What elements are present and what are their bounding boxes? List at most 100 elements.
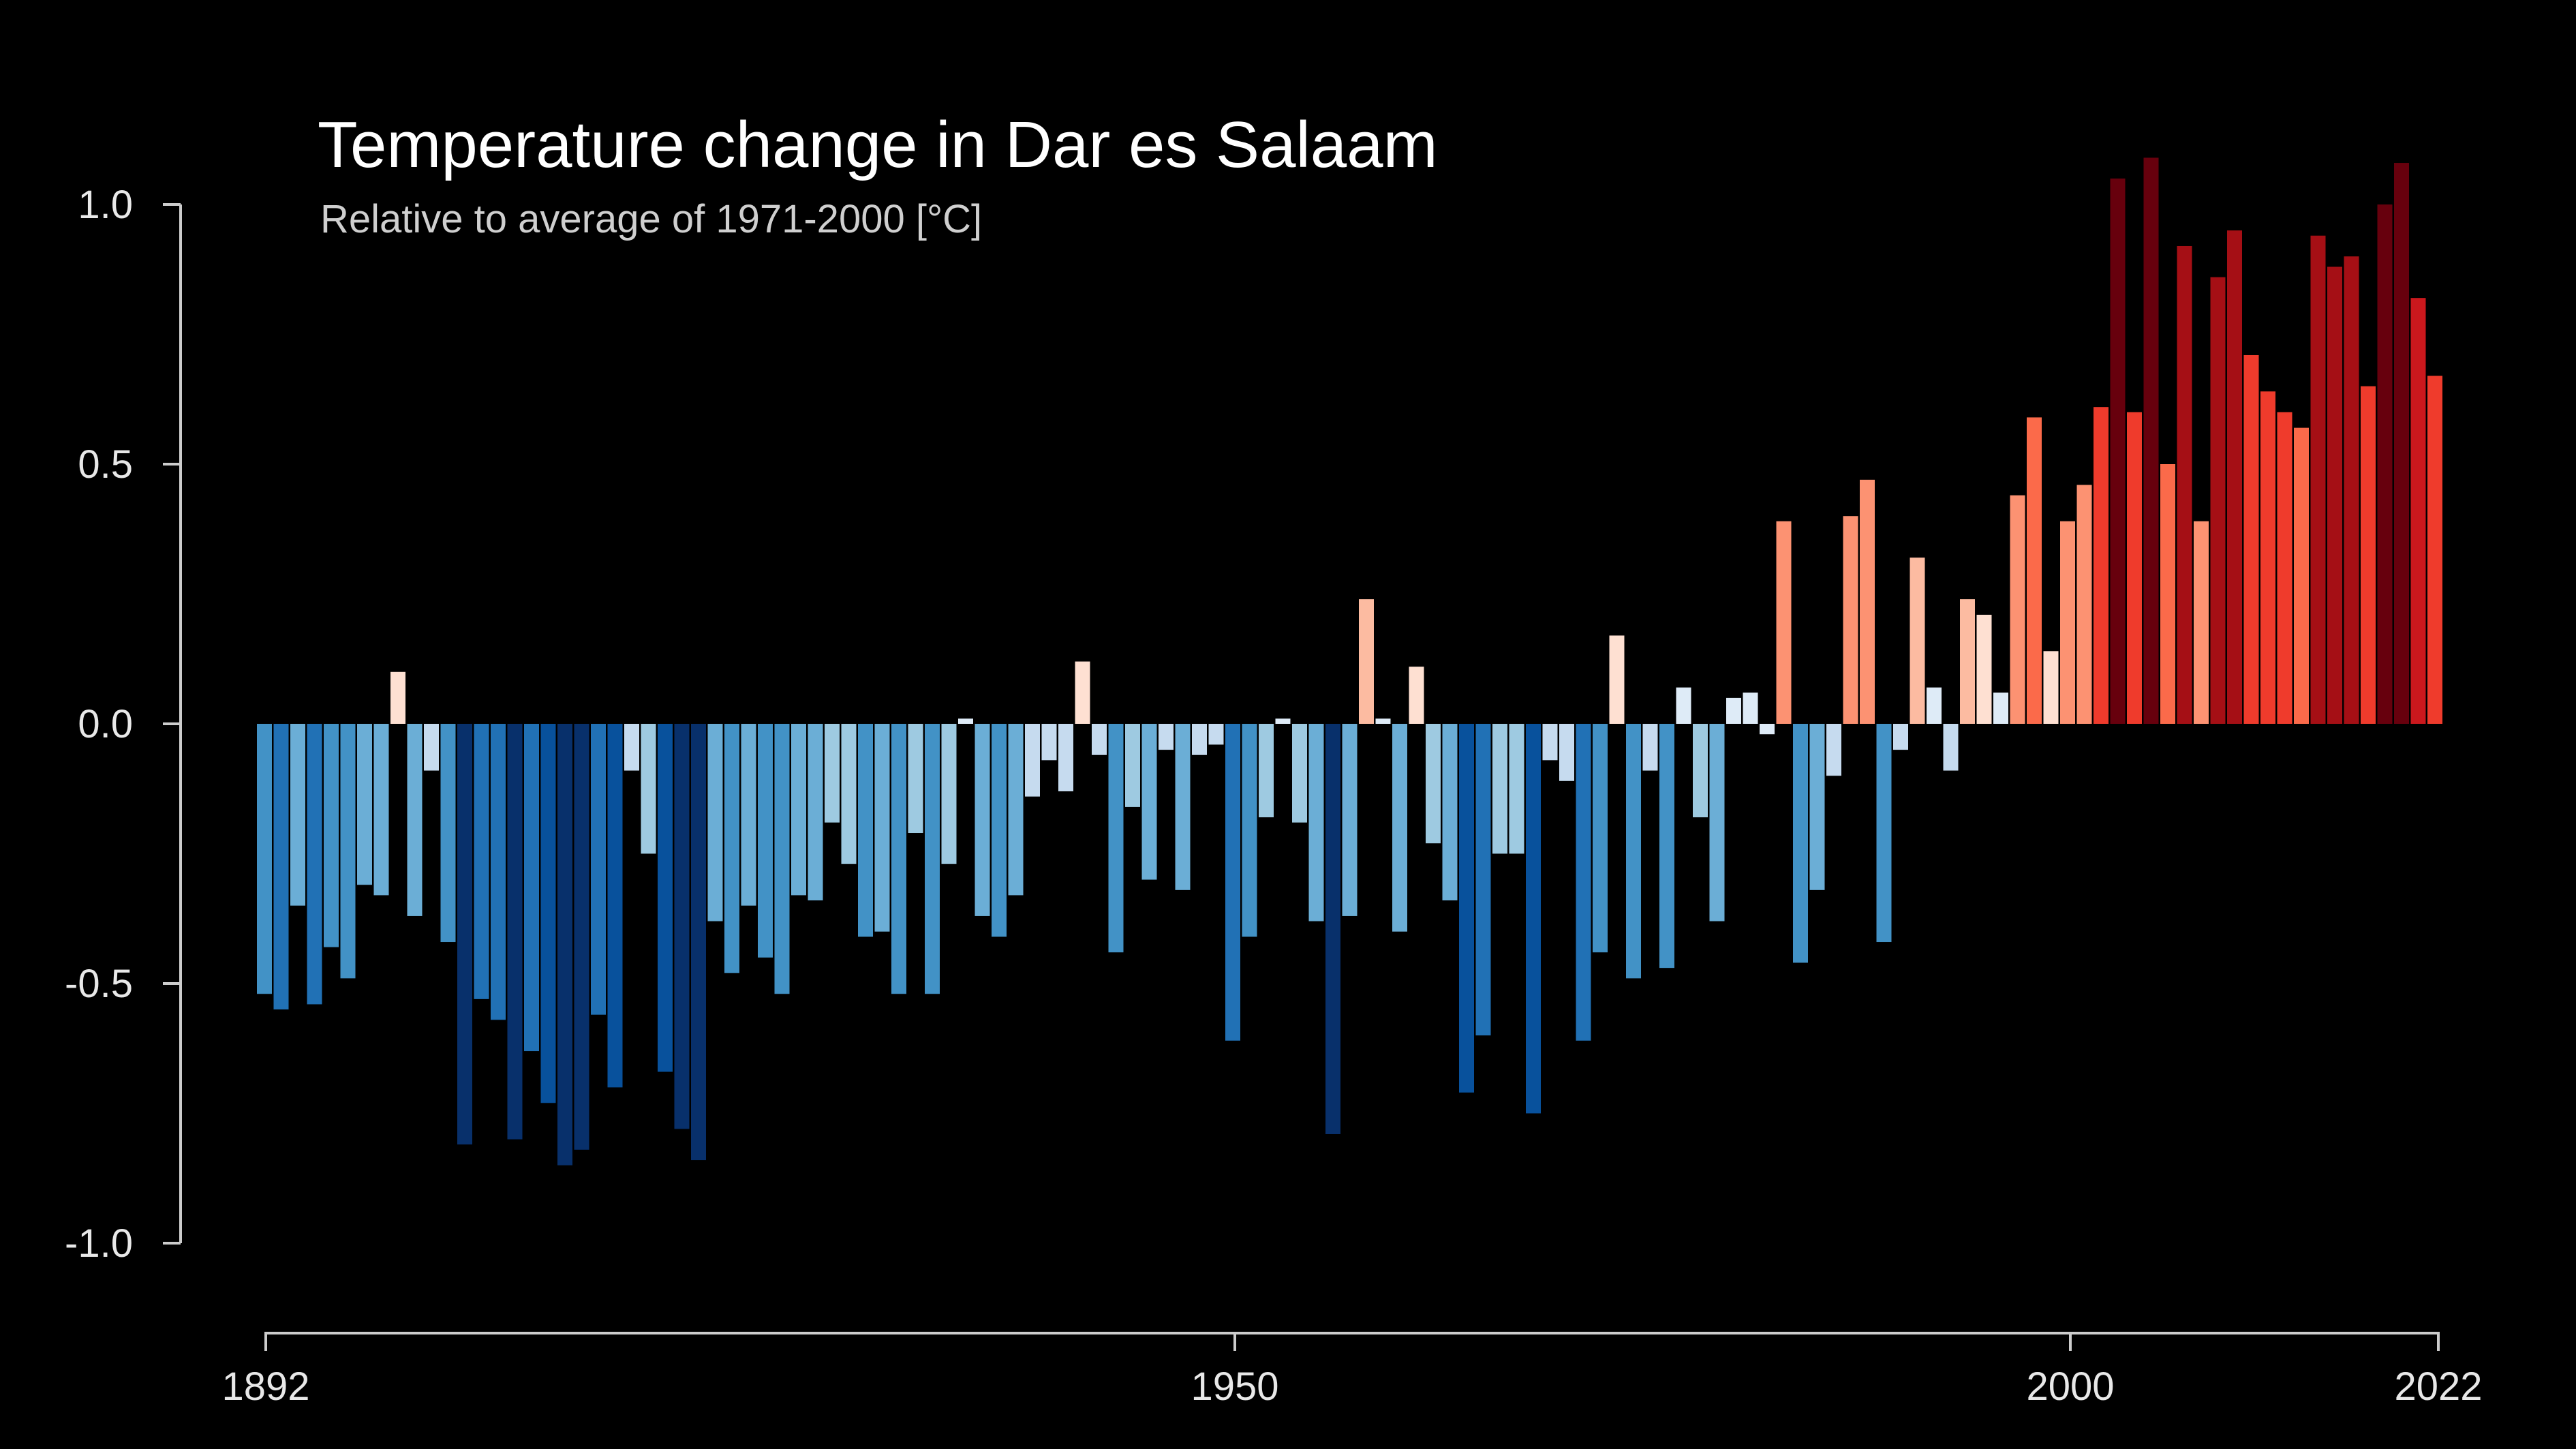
- bar-1990: [1893, 724, 1908, 750]
- bar-1894: [290, 724, 305, 906]
- bar-1939: [1041, 724, 1057, 761]
- bar-2004: [2127, 412, 2142, 724]
- bar-2000: [2060, 521, 2075, 724]
- y-tick-label: 1.0: [78, 183, 133, 227]
- bar-1960: [1392, 724, 1407, 932]
- bar-1919: [707, 724, 723, 921]
- bar-1971: [1576, 724, 1591, 1041]
- bar-1975: [1642, 724, 1658, 771]
- bar-1931: [908, 724, 923, 834]
- chart-subtitle: Relative to average of 1971-2000 [°C]: [320, 197, 983, 241]
- y-tick-label: 0.5: [78, 442, 133, 487]
- bar-1938: [1025, 724, 1040, 797]
- bar-2011: [2243, 354, 2259, 724]
- bar-1992: [1927, 687, 1942, 724]
- bar-1962: [1426, 724, 1441, 844]
- bar-2003: [2110, 178, 2126, 724]
- bar-1999: [2043, 651, 2059, 724]
- bar-1998: [2027, 417, 2042, 724]
- y-axis: 1.0 0.5 0.0 -0.5 -1.0: [65, 183, 182, 1266]
- bar-1892: [257, 724, 272, 994]
- bar-1908: [524, 724, 539, 1052]
- bar-1984: [1793, 724, 1808, 963]
- x-tick-label: 1892: [221, 1364, 309, 1409]
- y-tick-label: -1.0: [65, 1221, 133, 1266]
- bar-1977: [1676, 687, 1691, 724]
- bar-1964: [1459, 724, 1474, 1093]
- bar-1902: [424, 724, 439, 771]
- bar-1957: [1342, 724, 1358, 916]
- chart-title: Temperature change in Dar es Salaam: [318, 108, 1438, 181]
- bar-1897: [340, 724, 356, 979]
- bar-1958: [1359, 599, 1374, 724]
- bar-1978: [1693, 724, 1708, 818]
- bar-1922: [758, 724, 773, 958]
- bar-1968: [1526, 724, 1541, 1114]
- bar-1917: [674, 724, 690, 1129]
- bar-1910: [557, 724, 572, 1165]
- bar-1899: [373, 724, 389, 896]
- x-axis: 1892 1950 2000 2022: [221, 1332, 2483, 1409]
- bar-1926: [825, 724, 840, 823]
- bar-1916: [658, 724, 673, 1072]
- bar-1940: [1058, 724, 1073, 792]
- bar-1898: [357, 724, 372, 885]
- bar-1969: [1542, 724, 1558, 761]
- bar-1954: [1292, 724, 1307, 823]
- bar-1935: [975, 724, 990, 916]
- bar-2001: [2076, 485, 2092, 724]
- bar-2005: [2143, 157, 2159, 724]
- bar-1953: [1275, 718, 1291, 724]
- bar-1927: [841, 724, 857, 864]
- bar-1912: [591, 724, 606, 1015]
- bar-1901: [407, 724, 423, 916]
- bar-1905: [474, 724, 489, 999]
- bar-1947: [1175, 724, 1191, 890]
- bar-1988: [1860, 479, 1875, 724]
- y-tick-label: -0.5: [65, 962, 133, 1006]
- bar-1991: [1910, 558, 1925, 724]
- bar-1950: [1225, 724, 1240, 1041]
- bar-1981: [1743, 692, 1758, 724]
- bar-1900: [390, 671, 405, 724]
- bar-1921: [741, 724, 756, 906]
- bar-1994: [1960, 599, 1975, 724]
- bar-1987: [1843, 516, 1858, 724]
- bar-2014: [2294, 427, 2309, 724]
- bar-1949: [1208, 724, 1224, 745]
- bar-2019: [2377, 204, 2393, 724]
- y-tick-label: 0.0: [78, 702, 133, 746]
- bar-1979: [1709, 724, 1725, 921]
- bar-1904: [457, 724, 472, 1145]
- bar-1929: [874, 724, 890, 932]
- bar-1986: [1826, 724, 1841, 776]
- bar-1923: [774, 724, 790, 994]
- bar-1956: [1325, 724, 1340, 1134]
- bar-1909: [540, 724, 556, 1103]
- bar-1895: [307, 724, 322, 1005]
- bar-2009: [2210, 277, 2226, 724]
- bar-1982: [1760, 724, 1775, 735]
- bar-1928: [858, 724, 873, 937]
- bar-2015: [2310, 235, 2326, 724]
- bar-1980: [1726, 697, 1741, 724]
- bar-1955: [1308, 724, 1324, 921]
- bar-1943: [1108, 724, 1124, 953]
- bar-2020: [2394, 163, 2409, 724]
- bar-1925: [808, 724, 823, 901]
- bar-1907: [507, 724, 523, 1140]
- bar-2022: [2427, 376, 2442, 724]
- bar-1893: [273, 724, 289, 1010]
- bar-1966: [1492, 724, 1507, 854]
- bar-1974: [1626, 724, 1641, 979]
- bar-2016: [2327, 266, 2342, 724]
- bar-2012: [2260, 391, 2275, 724]
- x-tick-label: 2000: [2026, 1364, 2114, 1409]
- bar-1933: [941, 724, 957, 864]
- bar-1946: [1159, 724, 1174, 750]
- bar-1942: [1092, 724, 1107, 755]
- bar-1985: [1809, 724, 1825, 890]
- bar-1934: [958, 718, 973, 724]
- bar-1996: [1993, 692, 2008, 724]
- bar-1915: [641, 724, 656, 854]
